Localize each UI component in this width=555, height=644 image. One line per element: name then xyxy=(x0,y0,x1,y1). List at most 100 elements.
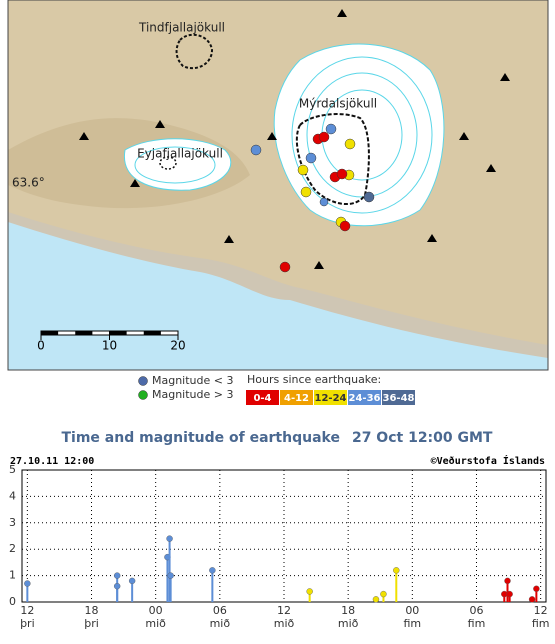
quake-marker xyxy=(166,535,173,542)
quake-marker xyxy=(393,567,400,574)
legend-label: 0-4 xyxy=(253,393,271,404)
quake xyxy=(344,138,356,150)
x-tick-day: mið xyxy=(145,617,166,630)
stations xyxy=(79,9,510,269)
timestamp: 27.10.11 12:00 xyxy=(10,456,94,467)
y-tick-label: 5 xyxy=(9,463,16,476)
x-tick-day: þri xyxy=(84,617,99,630)
caldera xyxy=(159,156,177,170)
quake xyxy=(300,186,312,198)
quake-marker xyxy=(209,567,216,574)
x-tick-label: 06 xyxy=(469,604,483,617)
caldera xyxy=(175,33,214,70)
scale-label: 0 xyxy=(37,339,45,353)
station xyxy=(79,132,89,140)
credit: ©Veðurstofa Íslands xyxy=(431,454,545,467)
contour xyxy=(306,72,418,198)
glacier-myrdals xyxy=(273,43,445,227)
glacier-label: Mýrdalsjökull xyxy=(299,97,377,111)
legend-title: Hours since earthquake: xyxy=(247,373,381,386)
y-tick-label: 4 xyxy=(9,489,16,502)
quake xyxy=(279,261,291,273)
legend-label: Magnitude < 3 xyxy=(152,374,234,387)
scale-segment xyxy=(109,331,127,335)
legend-marker xyxy=(138,390,148,400)
quake-marker xyxy=(113,572,121,579)
quake-marker xyxy=(24,580,31,587)
x-tick-label: 18 xyxy=(341,604,355,617)
quake-marker xyxy=(504,577,511,585)
x-tick-day: fim xyxy=(532,617,550,630)
station xyxy=(427,234,437,242)
legend-label: 36-48 xyxy=(383,393,415,404)
quake-marker xyxy=(113,582,121,590)
quake xyxy=(325,123,337,135)
station xyxy=(459,132,469,140)
glacier-label: Eyjafjallajökull xyxy=(137,147,223,161)
quake xyxy=(297,164,309,176)
quake-marker xyxy=(506,590,513,598)
station xyxy=(486,164,496,172)
legend-label: 24-36 xyxy=(349,393,381,404)
quake xyxy=(319,197,329,207)
quake xyxy=(318,131,330,143)
quake-marker xyxy=(372,596,380,603)
y-tick-label: 1 xyxy=(9,569,16,582)
scale-segment xyxy=(41,331,59,335)
quake-marker xyxy=(128,577,136,585)
subtitle: 27 Oct 12:00 GMT xyxy=(352,430,493,446)
x-tick-day: mið xyxy=(274,617,295,630)
x-tick-day: mið xyxy=(338,617,359,630)
x-tick-label: 12 xyxy=(20,604,34,617)
station xyxy=(337,9,347,17)
map-frame xyxy=(7,0,549,371)
y-tick-label: 2 xyxy=(9,542,16,555)
x-tick-label: 06 xyxy=(213,604,227,617)
quake-dots xyxy=(250,123,375,273)
contour xyxy=(291,56,433,214)
legend-swatch xyxy=(382,390,415,405)
contour xyxy=(134,146,216,184)
x-tick-label: 00 xyxy=(405,604,419,617)
scale-label: 20 xyxy=(170,339,185,353)
legend-swatch xyxy=(314,390,347,405)
quake-marker xyxy=(167,572,174,579)
quake-marker xyxy=(528,596,536,603)
quake-marker xyxy=(533,585,540,592)
quake xyxy=(339,220,351,232)
scale-segment xyxy=(75,331,93,335)
y-tick-label: 0 xyxy=(9,595,16,608)
glacier-label: Tindfjallajökull xyxy=(138,21,225,35)
legend-swatch xyxy=(348,390,381,405)
quake-marker xyxy=(380,590,387,598)
station xyxy=(130,179,140,187)
quake xyxy=(250,144,262,156)
station xyxy=(155,120,165,128)
station xyxy=(500,73,510,81)
title: Time and magnitude of earthquake xyxy=(62,430,340,446)
x-tick-label: 18 xyxy=(85,604,99,617)
scale-label: 10 xyxy=(102,339,117,353)
legend-label: 12-24 xyxy=(315,393,347,404)
x-tick-label: 12 xyxy=(277,604,291,617)
chart-title: Time and magnitude of earthquake 27 Oct 1… xyxy=(62,430,493,446)
x-tick-day: fim xyxy=(403,617,421,630)
station xyxy=(224,235,234,243)
legend-label: 4-12 xyxy=(284,393,309,404)
legend-swatch xyxy=(246,390,279,405)
x-tick-day: þri xyxy=(20,617,35,630)
scale-segment xyxy=(143,331,161,335)
quake xyxy=(363,191,375,203)
x-tick-label: 00 xyxy=(149,604,163,617)
station xyxy=(314,261,324,269)
x-tick-day: fim xyxy=(468,617,486,630)
legend-swatch xyxy=(280,390,313,405)
x-tick-day: mið xyxy=(210,617,231,630)
quake-marker xyxy=(306,588,313,595)
quake xyxy=(305,152,317,164)
map: Tindfjallajökull Mýrdalsjökull Eyjafjall… xyxy=(7,0,549,371)
quake xyxy=(336,168,348,180)
latitude-label: 63.6° xyxy=(12,176,45,190)
